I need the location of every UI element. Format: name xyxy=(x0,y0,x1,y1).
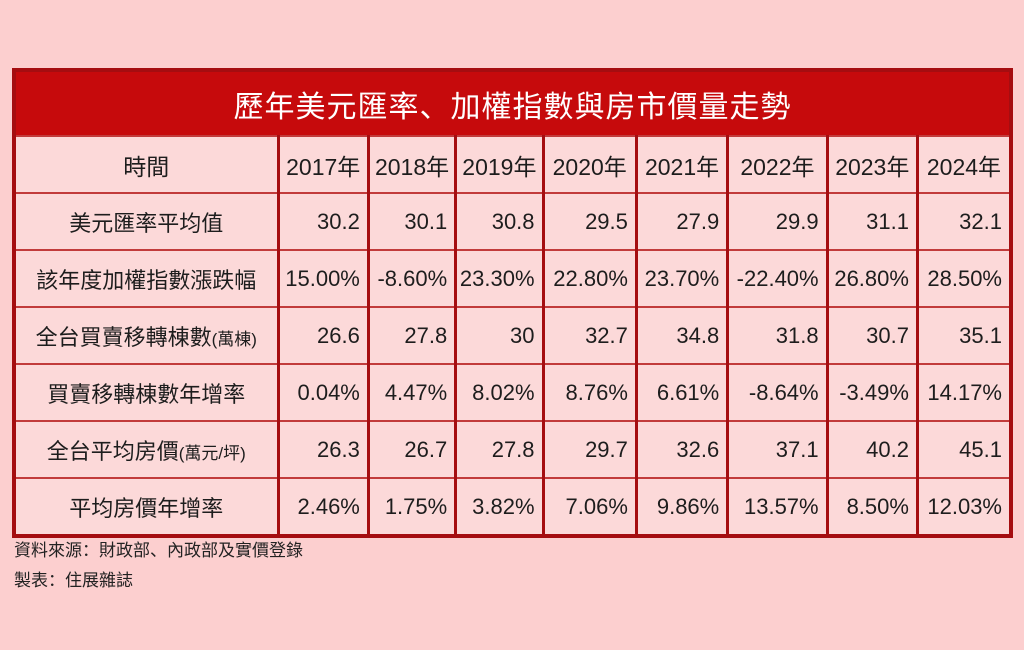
value-cell: 31.8 xyxy=(726,306,829,365)
row-label: 該年度加權指數漲跌幅 xyxy=(12,249,280,308)
value-cell: 37.1 xyxy=(726,420,829,479)
value-cell: 29.5 xyxy=(541,192,638,251)
year-header-2019: 2019年 xyxy=(454,135,545,194)
year-header-2022: 2022年 xyxy=(726,135,829,194)
value-cell: 4.47% xyxy=(366,363,458,422)
value-cell: 28.50% xyxy=(915,249,1013,308)
table-row-transfer-growth: 買賣移轉棟數年增率 0.04% 4.47% 8.02% 8.76% 6.61% … xyxy=(12,363,1013,422)
value-cell: 35.1 xyxy=(915,306,1013,365)
value-cell: 7.06% xyxy=(541,477,638,537)
value-cell: 13.57% xyxy=(726,477,829,537)
value-cell: 6.61% xyxy=(634,363,730,422)
value-cell: 32.1 xyxy=(915,192,1013,251)
value-cell: 23.30% xyxy=(454,249,545,308)
value-cell: 30 xyxy=(454,306,545,365)
year-header-2018: 2018年 xyxy=(366,135,458,194)
value-cell: 32.6 xyxy=(634,420,730,479)
year-header-2023: 2023年 xyxy=(825,135,919,194)
table-row-price-growth: 平均房價年增率 2.46% 1.75% 3.82% 7.06% 9.86% 13… xyxy=(12,477,1013,537)
value-cell: 27.9 xyxy=(634,192,730,251)
value-cell: 27.8 xyxy=(366,306,458,365)
history-data-table: 歷年美元匯率、加權指數與房市價量走勢 時間 2017年 2018年 2019年 … xyxy=(12,68,1013,538)
value-cell: 3.82% xyxy=(454,477,545,537)
value-cell: -22.40% xyxy=(726,249,829,308)
value-cell: 8.02% xyxy=(454,363,545,422)
source-note: 資料來源：財政部、內政部及實價登錄 xyxy=(14,541,303,560)
value-cell: -8.60% xyxy=(366,249,458,308)
year-header-2017: 2017年 xyxy=(276,135,370,194)
credit-note: 製表：住展雜誌 xyxy=(14,571,133,590)
value-cell: 12.03% xyxy=(915,477,1013,537)
value-cell: 14.17% xyxy=(915,363,1013,422)
row-label: 平均房價年增率 xyxy=(12,477,280,537)
value-cell: 29.9 xyxy=(726,192,829,251)
value-cell: 31.1 xyxy=(825,192,919,251)
value-cell: 29.7 xyxy=(541,420,638,479)
value-cell: 1.75% xyxy=(366,477,458,537)
table-row-transfer-count: 全台買賣移轉棟數(萬棟) 26.6 27.8 30 32.7 34.8 31.8… xyxy=(12,306,1013,365)
value-cell: 26.6 xyxy=(276,306,370,365)
row-label: 買賣移轉棟數年增率 xyxy=(12,363,280,422)
table-row-avg-price: 全台平均房價(萬元/坪) 26.3 26.7 27.8 29.7 32.6 37… xyxy=(12,420,1013,479)
value-cell: 26.80% xyxy=(825,249,919,308)
value-cell: 34.8 xyxy=(634,306,730,365)
value-cell: 45.1 xyxy=(915,420,1013,479)
value-cell: 9.86% xyxy=(634,477,730,537)
value-cell: 32.7 xyxy=(541,306,638,365)
value-cell: 30.1 xyxy=(366,192,458,251)
table-row-usd-rate: 美元匯率平均值 30.2 30.1 30.8 29.5 27.9 29.9 31… xyxy=(12,192,1013,251)
year-header-2020: 2020年 xyxy=(541,135,638,194)
year-header-2024: 2024年 xyxy=(915,135,1013,194)
value-cell: 30.8 xyxy=(454,192,545,251)
value-cell: 27.8 xyxy=(454,420,545,479)
table-row-taiex-change: 該年度加權指數漲跌幅 15.00% -8.60% 23.30% 22.80% 2… xyxy=(12,249,1013,308)
year-header-2021: 2021年 xyxy=(634,135,730,194)
footer-notes: 資料來源：財政部、內政部及實價登錄 製表：住展雜誌 xyxy=(14,536,303,596)
row-label: 全台平均房價(萬元/坪) xyxy=(12,420,280,479)
value-cell: -8.64% xyxy=(726,363,829,422)
value-cell: -3.49% xyxy=(825,363,919,422)
value-cell: 0.04% xyxy=(276,363,370,422)
time-header-cell: 時間 xyxy=(12,135,280,194)
value-cell: 8.50% xyxy=(825,477,919,537)
value-cell: 26.3 xyxy=(276,420,370,479)
header-row: 時間 2017年 2018年 2019年 2020年 2021年 2022年 2… xyxy=(12,135,1013,194)
row-label: 全台買賣移轉棟數(萬棟) xyxy=(12,306,280,365)
value-cell: 30.2 xyxy=(276,192,370,251)
value-cell: 30.7 xyxy=(825,306,919,365)
value-cell: 15.00% xyxy=(276,249,370,308)
value-cell: 8.76% xyxy=(541,363,638,422)
value-cell: 2.46% xyxy=(276,477,370,537)
row-label: 美元匯率平均值 xyxy=(12,192,280,251)
value-cell: 22.80% xyxy=(541,249,638,308)
value-cell: 40.2 xyxy=(825,420,919,479)
value-cell: 26.7 xyxy=(366,420,458,479)
value-cell: 23.70% xyxy=(634,249,730,308)
table-title: 歷年美元匯率、加權指數與房市價量走勢 xyxy=(12,69,1013,137)
